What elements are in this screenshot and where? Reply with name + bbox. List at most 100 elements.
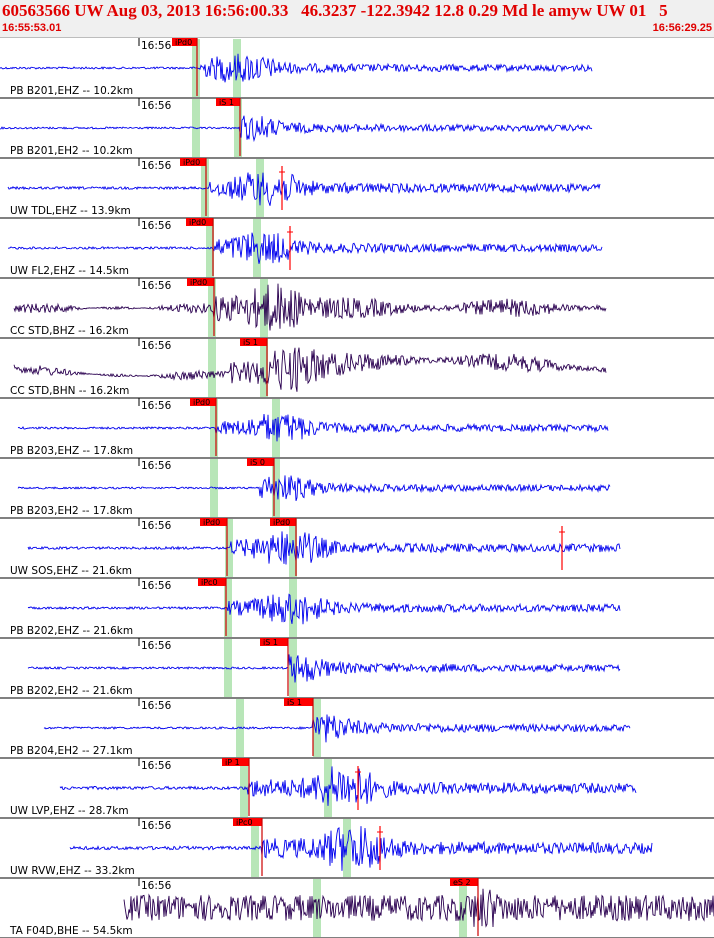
s-pick-marker[interactable] [240, 338, 267, 346]
trace-panel: 16:56 iPc0 UW RVW,EHZ -- 33.2km [0, 818, 714, 879]
minute-tick-label: 16:56 [141, 760, 172, 772]
station-label: PB B201,EH2 -- 10.2km [10, 145, 133, 157]
waveform [27, 654, 621, 683]
pick-label: iS 1 [243, 338, 258, 347]
s-pick-marker[interactable] [450, 878, 478, 886]
pick-label: iPd0 [175, 38, 192, 47]
station-label: PB B203,EHZ -- 17.8km [10, 445, 133, 457]
pick-label: iS 1 [263, 638, 278, 647]
p-pick-marker[interactable] [190, 398, 216, 406]
minute-tick-label: 16:56 [141, 160, 172, 172]
arrival-window [289, 639, 297, 697]
waveform [59, 766, 637, 806]
waveform [7, 172, 601, 206]
p-pick-marker[interactable] [200, 518, 227, 526]
start-time: 16:55:53.01 [2, 22, 62, 34]
pick-label: iPd0 [193, 398, 210, 407]
trace-panel: 16:56 iS 0 PB B203,EH2 -- 17.8km [0, 458, 714, 519]
trace-panel: 16:56 eS 2 TA F04D,BHE -- 54.5km [0, 878, 714, 938]
waveform [17, 414, 609, 442]
trace-panel: 16:56 iPd0 PB B201,EHZ -- 10.2km [0, 38, 714, 99]
station-label: PB B204,EH2 -- 27.1km [10, 745, 133, 757]
station-label: UW LVP,EHZ -- 28.7km [10, 805, 129, 817]
arrival-window [313, 699, 321, 757]
waveform [27, 531, 621, 565]
station-label: UW FL2,EHZ -- 14.5km [10, 265, 129, 277]
trace-panel: 16:56 iPc0 PB B202,EHZ -- 21.6km [0, 578, 714, 639]
trace-panel: 16:56 iPd0 UW FL2,EHZ -- 14.5km [0, 218, 714, 279]
waveform [0, 115, 593, 143]
event-header: 60563566 UW Aug 03, 2013 16:56:00.33 46.… [0, 0, 714, 38]
waveform [0, 53, 593, 83]
end-time: 16:56:29.25 [652, 22, 712, 34]
arrival-window [289, 519, 297, 577]
minute-tick-label: 16:56 [141, 640, 172, 652]
station-label: PB B201,EHZ -- 10.2km [10, 85, 133, 97]
pick-label: iS 1 [287, 698, 302, 707]
station-label: TA F04D,BHE -- 54.5km [9, 925, 133, 937]
minute-tick-label: 16:56 [141, 100, 172, 112]
p-pick-marker[interactable] [233, 818, 262, 826]
trace-panel: 16:56 iP 1 UW LVP,EHZ -- 28.7km [0, 758, 714, 819]
event-title: 60563566 UW Aug 03, 2013 16:56:00.33 46.… [2, 1, 668, 20]
p-pick-marker[interactable] [222, 758, 249, 766]
s-pick-marker[interactable] [216, 98, 240, 106]
seismogram-plot: 16:56 iPd0 PB B201,EHZ -- 10.2km 16:56 iS 1 P… [0, 38, 714, 938]
arrival-window [256, 159, 264, 217]
pick-label: iS 1 [219, 98, 234, 107]
arrival-window [272, 459, 280, 517]
arrival-window [459, 879, 467, 937]
p-pick-marker[interactable] [180, 158, 206, 166]
minute-tick-label: 16:56 [141, 820, 172, 832]
minute-tick-label: 16:56 [141, 880, 172, 892]
arrival-window [260, 339, 268, 397]
s-pick-marker[interactable] [247, 458, 274, 466]
waveform [13, 347, 607, 392]
trace-panel: 16:56 iS 1 PB B204,EH2 -- 27.1km [0, 698, 714, 759]
waveform [17, 475, 611, 501]
s-pick-marker[interactable] [270, 518, 296, 526]
pick-label: iPd0 [189, 218, 206, 227]
s-pick-marker[interactable] [260, 638, 288, 646]
pick-label: iS 0 [250, 458, 265, 467]
s-pick-marker[interactable] [284, 698, 313, 706]
waveform [69, 826, 653, 871]
station-label: UW RVW,EHZ -- 33.2km [10, 865, 135, 877]
waveform [13, 283, 607, 331]
station-label: PB B203,EH2 -- 17.8km [10, 505, 133, 517]
trace-panel: 16:56 iPd0 PB B203,EHZ -- 17.8km [0, 398, 714, 459]
p-pick-marker[interactable] [187, 278, 214, 286]
trace-panel: 16:56 iS 1 PB B201,EH2 -- 10.2km [0, 98, 714, 159]
station-label: CC STD,BHZ -- 16.2km [10, 325, 129, 337]
p-pick-marker[interactable] [186, 218, 213, 226]
pick-label: iPd0 [190, 278, 207, 287]
waveform [8, 232, 603, 264]
minute-tick-label: 16:56 [141, 280, 172, 292]
station-label: PB B202,EH2 -- 21.6km [10, 685, 133, 697]
arrival-window [324, 759, 332, 817]
p-pick-marker[interactable] [198, 578, 226, 586]
station-label: PB B202,EHZ -- 21.6km [10, 625, 133, 637]
pick-label: iPc0 [201, 578, 218, 587]
trace-panel: 16:56 iPd0 iPd0 UW SOS,EHZ -- 21.6km [0, 518, 714, 579]
pick-label: iPd0 [183, 158, 200, 167]
arrival-window [208, 279, 216, 337]
arrival-window [313, 879, 321, 937]
trace-panel: 16:56 iS 1 CC STD,BHN -- 16.2km [0, 338, 714, 399]
trace-panel: 16:56 iPd0 CC STD,BHZ -- 16.2km [0, 278, 714, 339]
minute-tick-label: 16:56 [141, 700, 172, 712]
minute-tick-label: 16:56 [141, 220, 172, 232]
minute-tick-label: 16:56 [141, 400, 172, 412]
minute-tick-label: 16:56 [141, 460, 172, 472]
pick-label: eS 2 [453, 878, 471, 887]
pick-label: iPd0 [273, 518, 290, 527]
p-pick-marker[interactable] [172, 38, 197, 46]
trace-panel: 16:56 iS 1 PB B202,EH2 -- 21.6km [0, 638, 714, 699]
pick-label: iP 1 [225, 758, 240, 767]
minute-tick-label: 16:56 [141, 340, 172, 352]
minute-tick-label: 16:56 [141, 520, 172, 532]
minute-tick-label: 16:56 [141, 580, 172, 592]
station-label: UW TDL,EHZ -- 13.9km [10, 205, 131, 217]
waveform [123, 888, 714, 928]
waveform [43, 714, 631, 743]
